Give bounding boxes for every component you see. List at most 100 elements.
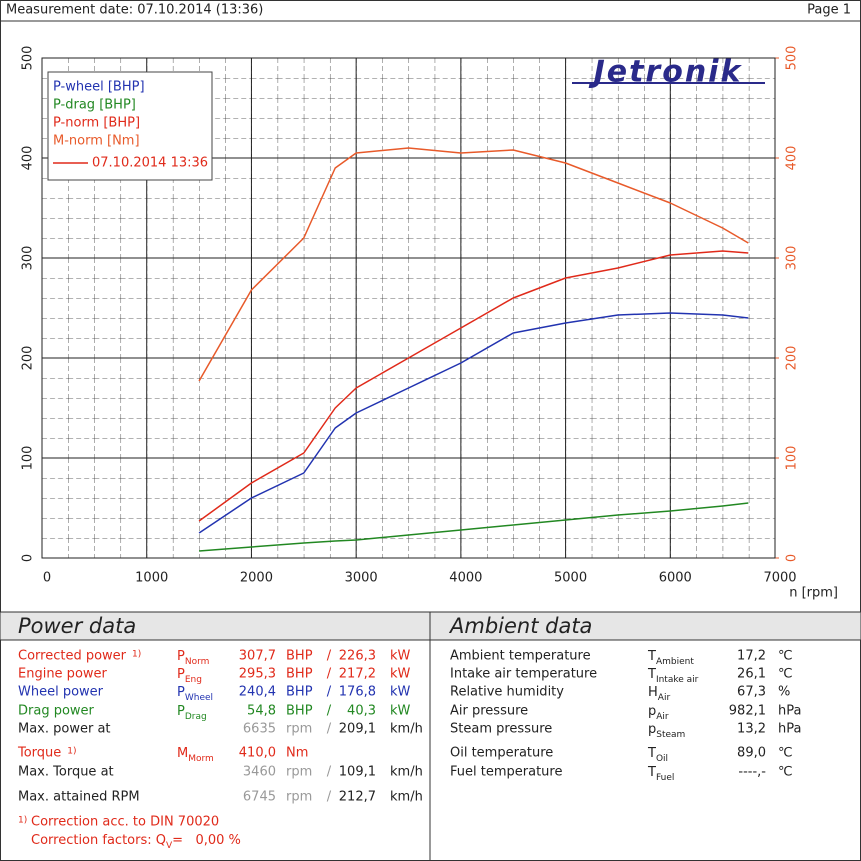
row-unit: hPa: [778, 722, 801, 737]
y-tick-label: 100: [21, 446, 36, 471]
row-label: Engine power: [18, 667, 108, 682]
legend-entry: M-norm [Nm]: [53, 134, 140, 149]
y2-tick-label: 0: [785, 554, 800, 562]
power-title: Power data: [18, 614, 136, 638]
row-unit: ℃: [778, 649, 793, 664]
row-symbol: HAir: [648, 685, 670, 703]
row-value: 67,3: [737, 685, 766, 700]
symbol: M: [177, 746, 188, 761]
y2-tick-label: 200: [785, 346, 800, 371]
row-label: Drag power: [18, 704, 95, 719]
x-tick-label: 7000: [763, 571, 796, 586]
row-unit: ℃: [778, 667, 793, 682]
symbol: P: [177, 685, 185, 700]
series-line: [198, 250, 749, 522]
row-sep: /: [327, 649, 332, 664]
row-value: 982,1: [729, 704, 766, 719]
symbol-sub: Eng: [185, 675, 202, 685]
factors-rest: = 0,00 %: [172, 833, 241, 848]
x-tick-label: 6000: [659, 571, 692, 586]
symbol: P: [177, 667, 185, 682]
symbol: T: [647, 746, 656, 761]
header-date: Measurement date: 07.10.2014 (13:36): [6, 3, 263, 18]
row-unit-2: km/h: [390, 790, 423, 805]
row-unit-2: kW: [390, 704, 411, 719]
symbol: H: [648, 685, 658, 700]
ambient-title: Ambient data: [448, 614, 592, 638]
row-symbol: MMorm: [177, 746, 214, 764]
row-unit: BHP: [286, 649, 313, 664]
row-unit: BHP: [286, 685, 313, 700]
y-tick-label: 300: [21, 246, 36, 271]
symbol: P: [177, 704, 185, 719]
row-value: 3460: [243, 765, 276, 780]
symbol-sub: Oil: [656, 754, 668, 764]
row-unit: rpm: [286, 722, 312, 737]
row-label: Air pressure: [450, 704, 528, 719]
row-sep: /: [327, 685, 332, 700]
symbol-sub: Ambient: [656, 657, 694, 667]
symbol-sub: Wheel: [185, 693, 213, 703]
row-value-2: 209,1: [339, 722, 376, 737]
legend-entry: P-wheel [BHP]: [53, 80, 145, 95]
y-tick-label: 0: [21, 554, 36, 562]
symbol: P: [177, 649, 185, 664]
row-value-2: 176,8: [339, 685, 376, 700]
row-label: Max. Torque at: [18, 765, 114, 780]
legend-run: 07.10.2014 13:36: [92, 156, 208, 171]
row-label: Max. attained RPM: [18, 790, 140, 805]
x-tick-label: 3000: [345, 571, 378, 586]
logo: Jetronik: [589, 55, 743, 90]
row-label: Intake air temperature: [450, 667, 597, 682]
row-sep: /: [327, 765, 332, 780]
row-unit-2: km/h: [390, 722, 423, 737]
row-value: 17,2: [737, 649, 766, 664]
row-symbol: pSteam: [648, 722, 685, 740]
symbol: T: [647, 649, 656, 664]
row-unit-2: kW: [390, 649, 411, 664]
row-value-2: 40,3: [347, 704, 376, 719]
row-sep: /: [327, 722, 332, 737]
row-symbol: TAmbient: [647, 649, 694, 667]
symbol-sub: Intake air: [656, 675, 699, 685]
row-value-2: 226,3: [339, 649, 376, 664]
row-value: 6635: [243, 722, 276, 737]
y2-tick-label: 300: [785, 246, 800, 271]
y-tick-label: 200: [21, 346, 36, 371]
row-value-2: 217,2: [339, 667, 376, 682]
row-unit-2: kW: [390, 685, 411, 700]
x-tick-label: 5000: [554, 571, 587, 586]
row-unit: rpm: [286, 790, 312, 805]
legend-entry: P-drag [BHP]: [53, 98, 136, 113]
row-label: Torque: [17, 746, 61, 761]
row-unit: ℃: [778, 746, 793, 761]
row-symbol: TIntake air: [647, 667, 699, 685]
row-value: 307,7: [239, 649, 276, 664]
y-tick-label: 500: [21, 46, 36, 71]
row-label: Ambient temperature: [450, 649, 591, 664]
row-label: Oil temperature: [450, 746, 553, 761]
row-unit: rpm: [286, 765, 312, 780]
row-label: Steam pressure: [450, 722, 552, 737]
symbol: T: [647, 765, 656, 780]
footnote-mark: 1): [18, 816, 27, 826]
symbol-sub: Air: [658, 693, 671, 703]
x-axis-label: n [rpm]: [789, 586, 838, 601]
row-unit: BHP: [286, 667, 313, 682]
row-value: 26,1: [737, 667, 766, 682]
row-symbol: TFuel: [647, 765, 674, 783]
row-unit-2: kW: [390, 667, 411, 682]
symbol-sub: Norm: [185, 657, 210, 667]
row-value: 6745: [243, 790, 276, 805]
correction-factors: Correction factors: QV= 0,00 %: [31, 833, 241, 851]
row-value-2: 212,7: [339, 790, 376, 805]
row-unit: BHP: [286, 704, 313, 719]
row-unit: %: [778, 685, 790, 700]
row-value: 295,3: [239, 667, 276, 682]
symbol: p: [648, 722, 656, 737]
row-unit-2: km/h: [390, 765, 423, 780]
row-symbol: PNorm: [177, 649, 209, 667]
row-symbol: PDrag: [177, 704, 207, 722]
row-label: Wheel power: [18, 685, 104, 700]
